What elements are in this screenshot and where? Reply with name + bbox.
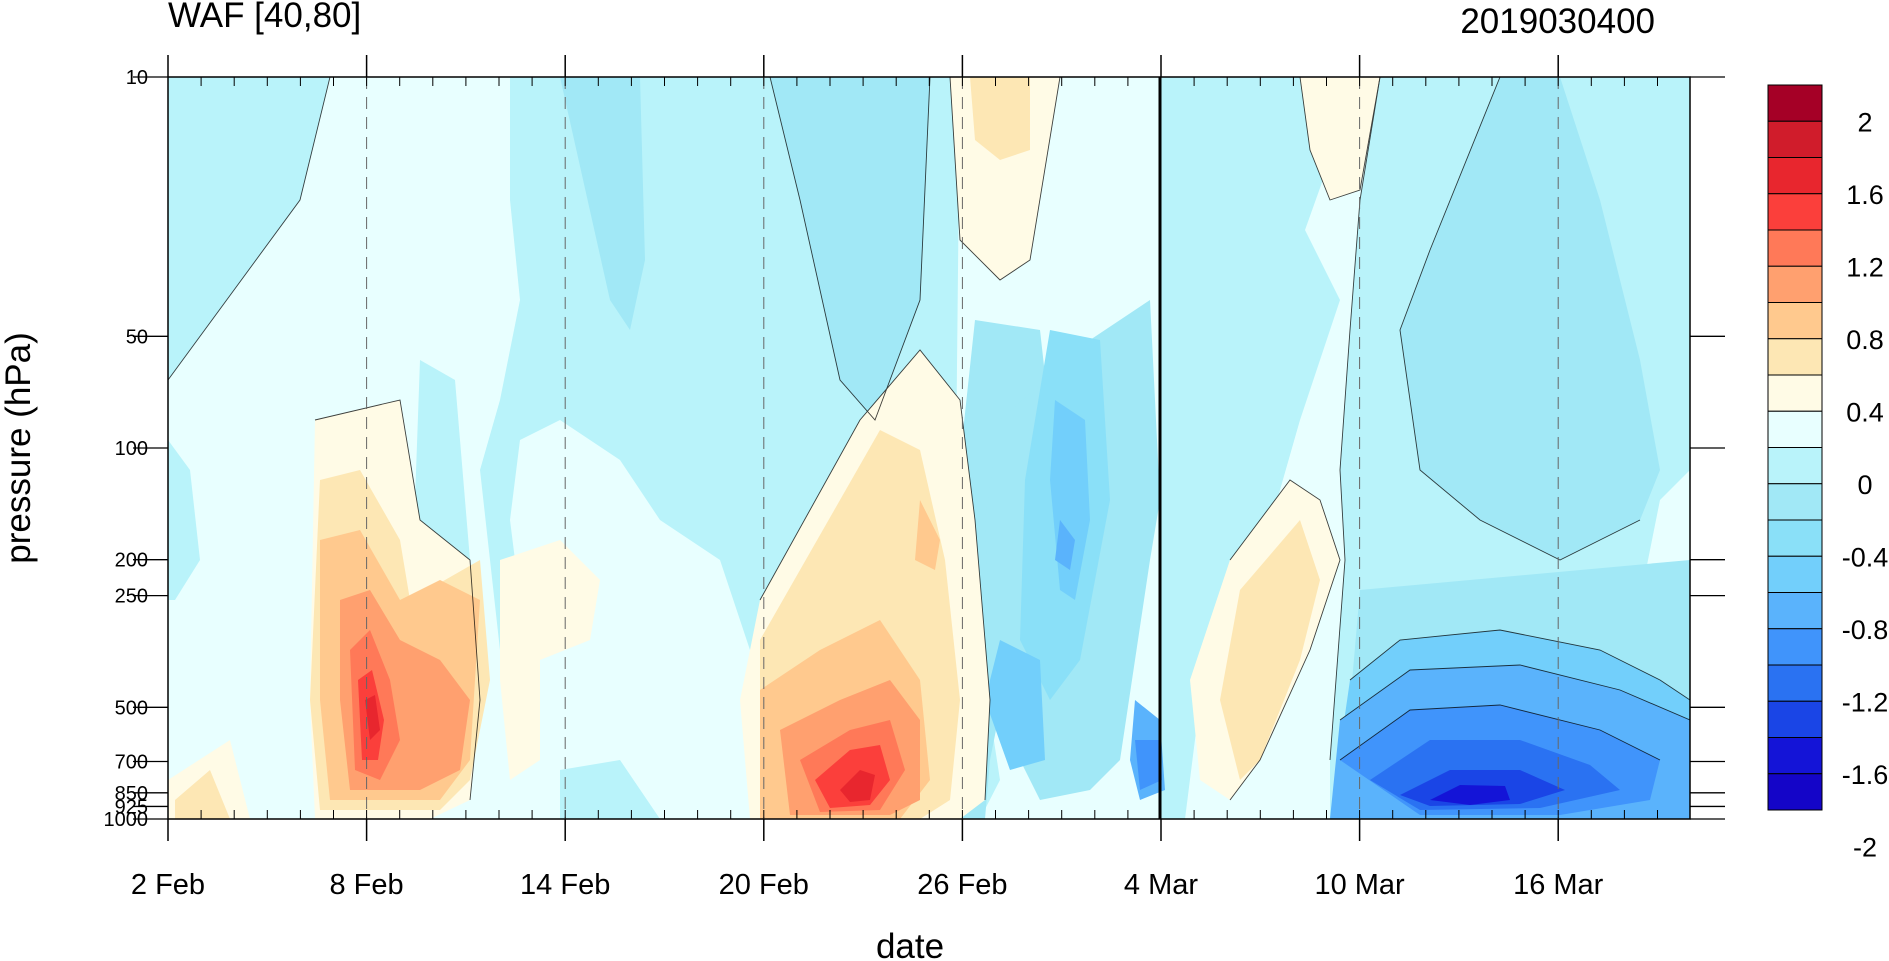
colorbar: 2 1.6 1.2 0.8 0.4 0 -0.4 -0.8 -1.2 -1.6 -2 bbox=[1767, 84, 1889, 862]
colorbar-swatch bbox=[1767, 628, 1823, 666]
colorbar-label: -1.6 bbox=[1842, 760, 1889, 790]
colorbar-swatch bbox=[1767, 302, 1823, 340]
colorbar-swatch bbox=[1767, 447, 1823, 485]
x-tick-label: 8 Feb bbox=[330, 869, 404, 901]
colorbar-label: -0.4 bbox=[1842, 542, 1889, 572]
y-tick-label: 50 bbox=[126, 326, 148, 348]
colorbar-label: 0 bbox=[1857, 470, 1872, 500]
negative-strong-regions bbox=[985, 330, 1690, 819]
positive-regions bbox=[168, 77, 1380, 819]
x-tick-label: 14 Feb bbox=[520, 869, 610, 901]
colorbar-swatch bbox=[1767, 555, 1823, 593]
colorbar-swatch bbox=[1767, 664, 1823, 702]
colorbar-label: 2 bbox=[1857, 107, 1872, 137]
x-tick-label: 4 Mar bbox=[1124, 869, 1198, 901]
y-tick-label: 200 bbox=[115, 550, 148, 572]
contour-field bbox=[168, 77, 1690, 819]
chart-date-stamp: 2019030400 bbox=[1460, 2, 1655, 41]
x-tick-label: 26 Feb bbox=[917, 869, 1007, 901]
y-tick-label: 10 bbox=[126, 67, 148, 89]
y-tick-label: 250 bbox=[115, 586, 148, 608]
colorbar-swatch bbox=[1767, 265, 1823, 303]
y-tick-label: 850 bbox=[115, 783, 148, 805]
colorbar-label: -1.2 bbox=[1842, 687, 1889, 717]
x-tick-label: 20 Feb bbox=[719, 869, 809, 901]
y-axis-label: pressure (hPa) bbox=[0, 332, 38, 563]
y-tick-label: 100 bbox=[115, 438, 148, 460]
colorbar-swatch bbox=[1767, 229, 1823, 267]
y-tick-label: 500 bbox=[115, 697, 148, 719]
x-tick-label: 10 Mar bbox=[1314, 869, 1405, 901]
colorbar-label: -0.8 bbox=[1842, 615, 1889, 645]
colorbar-swatch bbox=[1767, 592, 1823, 630]
colorbar-swatch bbox=[1767, 120, 1823, 158]
colorbar-label: 0.4 bbox=[1846, 397, 1884, 427]
x-tick-label: 16 Mar bbox=[1513, 869, 1604, 901]
colorbar-swatch bbox=[1767, 84, 1823, 122]
y-tick-label: 925 bbox=[115, 796, 148, 818]
y-tick-label: 700 bbox=[115, 752, 148, 774]
y-tick-label: 1000 bbox=[104, 809, 149, 831]
colorbar-swatch bbox=[1767, 410, 1823, 448]
chart-title: WAF [40,80] bbox=[168, 0, 361, 35]
colorbar-swatch bbox=[1767, 157, 1823, 195]
colorbar-swatch bbox=[1767, 773, 1823, 811]
colorbar-label: 1.2 bbox=[1846, 252, 1884, 282]
x-axis-label: date bbox=[876, 927, 944, 961]
x-tick-label: 2 Feb bbox=[131, 869, 205, 901]
colorbar-swatch bbox=[1767, 338, 1823, 376]
colorbar-swatch bbox=[1767, 193, 1823, 231]
colorbar-swatch bbox=[1767, 700, 1823, 738]
colorbar-swatch bbox=[1767, 483, 1823, 521]
colorbar-label: -2 bbox=[1853, 832, 1877, 862]
colorbar-swatch bbox=[1767, 519, 1823, 557]
x-axis: 2 Feb 8 Feb 14 Feb 20 Feb 26 Feb 4 Mar 10 Mar 1… bbox=[131, 55, 1658, 901]
colorbar-swatch bbox=[1767, 737, 1823, 775]
date-gridlines bbox=[366, 77, 1559, 819]
colorbar-label: 0.8 bbox=[1846, 325, 1884, 355]
colorbar-swatch bbox=[1767, 374, 1823, 412]
colorbar-label: 1.6 bbox=[1846, 180, 1884, 210]
